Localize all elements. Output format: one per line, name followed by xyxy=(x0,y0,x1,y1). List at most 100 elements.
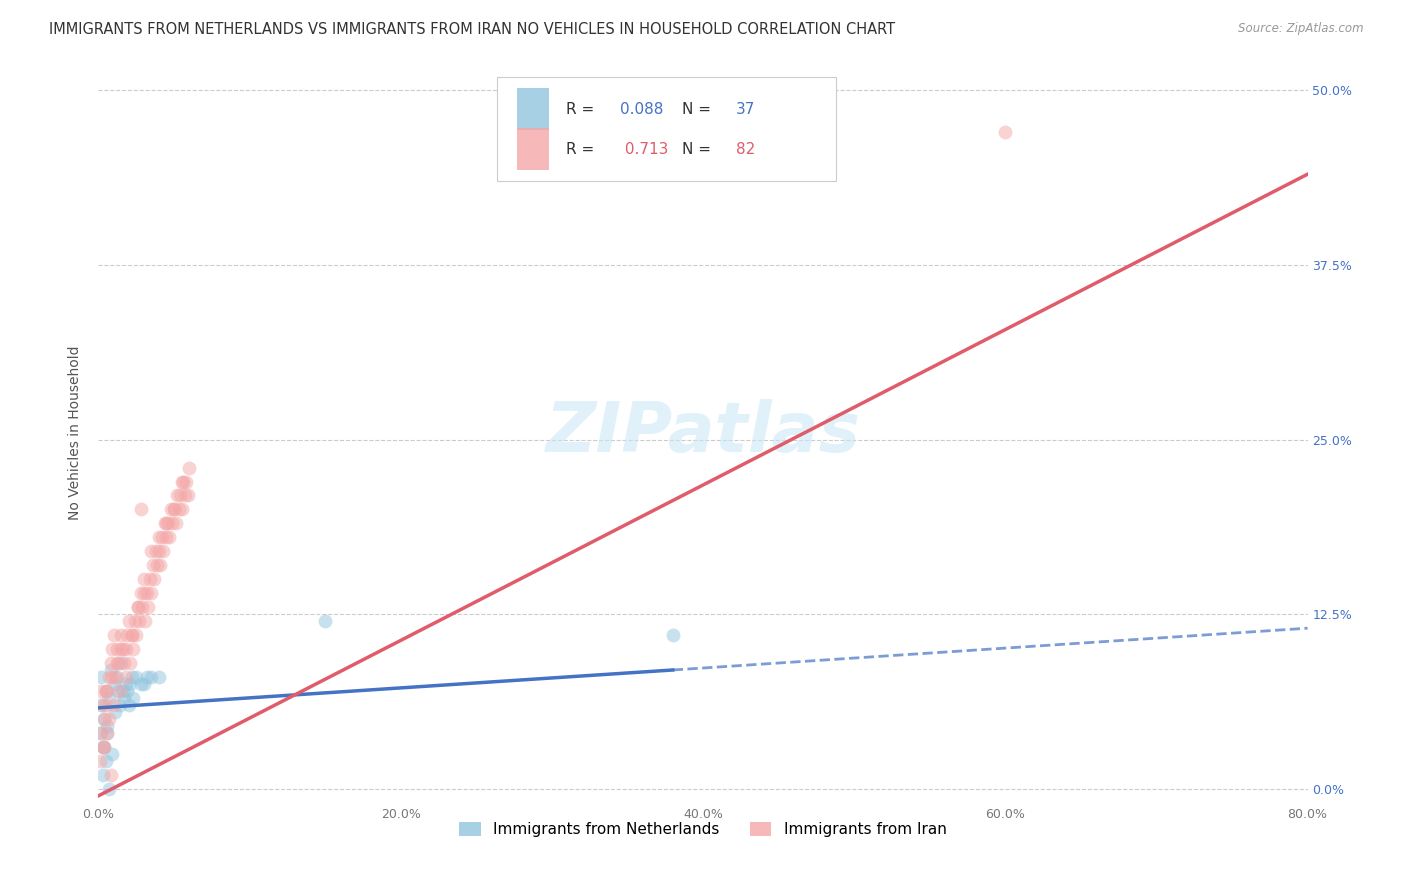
Point xyxy=(139,572,162,586)
Text: 0.713: 0.713 xyxy=(620,142,668,157)
Point xyxy=(142,558,165,573)
Point xyxy=(96,726,118,740)
Point xyxy=(96,719,118,733)
Point xyxy=(176,488,198,502)
Point xyxy=(159,530,181,544)
Point xyxy=(132,677,155,691)
Text: 82: 82 xyxy=(735,142,755,157)
Point xyxy=(122,642,145,657)
Text: N =: N = xyxy=(682,142,716,157)
Point xyxy=(98,712,121,726)
Point xyxy=(105,656,128,670)
Point xyxy=(90,684,112,698)
Point xyxy=(96,726,118,740)
Point xyxy=(105,642,128,657)
Point xyxy=(110,656,132,670)
Point xyxy=(129,586,152,600)
Point xyxy=(93,739,115,754)
Point xyxy=(118,614,141,628)
Point xyxy=(89,754,111,768)
Point xyxy=(155,516,177,531)
Text: 0.088: 0.088 xyxy=(620,102,664,117)
Point xyxy=(103,677,125,691)
Point xyxy=(155,530,177,544)
Point xyxy=(173,488,195,502)
FancyBboxPatch shape xyxy=(517,128,550,170)
Point xyxy=(129,677,152,691)
Point xyxy=(91,768,114,782)
Point xyxy=(124,614,146,628)
Point xyxy=(135,586,157,600)
Legend: Immigrants from Netherlands, Immigrants from Iran: Immigrants from Netherlands, Immigrants … xyxy=(453,815,953,843)
Point xyxy=(150,530,173,544)
Point xyxy=(94,684,117,698)
Point xyxy=(100,768,122,782)
Point xyxy=(141,670,163,684)
Point xyxy=(314,614,336,628)
Point xyxy=(108,684,131,698)
Point xyxy=(994,125,1017,139)
Point xyxy=(100,656,122,670)
Point xyxy=(93,712,115,726)
Point xyxy=(128,614,150,628)
Point xyxy=(163,502,186,516)
Text: ZIPatlas: ZIPatlas xyxy=(546,399,860,467)
Point xyxy=(148,670,170,684)
Point xyxy=(132,586,155,600)
Point xyxy=(170,475,193,489)
Point xyxy=(101,670,124,684)
Point xyxy=(129,502,152,516)
Point xyxy=(110,642,132,657)
Point xyxy=(98,781,121,796)
Point xyxy=(121,628,143,642)
Point xyxy=(148,530,170,544)
Point xyxy=(104,670,127,684)
Text: N =: N = xyxy=(682,102,716,117)
Point xyxy=(141,544,163,558)
Point xyxy=(152,544,174,558)
Point xyxy=(93,739,115,754)
Point xyxy=(114,677,136,691)
Point xyxy=(107,656,129,670)
Point xyxy=(174,475,197,489)
Point xyxy=(94,684,117,698)
Point xyxy=(91,739,114,754)
Point xyxy=(131,600,153,615)
Point xyxy=(91,739,114,754)
Point xyxy=(127,600,149,615)
Point xyxy=(114,642,136,657)
Point xyxy=(98,691,121,706)
Point xyxy=(148,544,170,558)
FancyBboxPatch shape xyxy=(498,78,837,181)
Point xyxy=(162,516,184,531)
Point xyxy=(90,698,112,712)
Point xyxy=(107,684,129,698)
Point xyxy=(118,698,141,712)
Point xyxy=(146,558,169,573)
Point xyxy=(103,628,125,642)
Text: R =: R = xyxy=(567,102,599,117)
Point xyxy=(166,488,188,502)
Point xyxy=(136,600,159,615)
Point xyxy=(115,628,138,642)
Point xyxy=(169,488,191,502)
Point xyxy=(111,642,134,657)
Point xyxy=(101,747,124,761)
Text: IMMIGRANTS FROM NETHERLANDS VS IMMIGRANTS FROM IRAN NO VEHICLES IN HOUSEHOLD COR: IMMIGRANTS FROM NETHERLANDS VS IMMIGRANT… xyxy=(49,22,896,37)
Point xyxy=(96,684,118,698)
Point xyxy=(94,754,117,768)
Text: Source: ZipAtlas.com: Source: ZipAtlas.com xyxy=(1239,22,1364,36)
Point xyxy=(100,663,122,677)
Point xyxy=(167,502,190,516)
Point xyxy=(90,670,112,684)
Point xyxy=(110,628,132,642)
Point xyxy=(125,628,148,642)
Point xyxy=(143,572,166,586)
Point xyxy=(120,677,142,691)
Point xyxy=(122,691,145,706)
Point xyxy=(134,614,156,628)
Point xyxy=(135,670,157,684)
Point xyxy=(179,460,201,475)
Point xyxy=(108,698,131,712)
Y-axis label: No Vehicles in Household: No Vehicles in Household xyxy=(69,345,83,520)
